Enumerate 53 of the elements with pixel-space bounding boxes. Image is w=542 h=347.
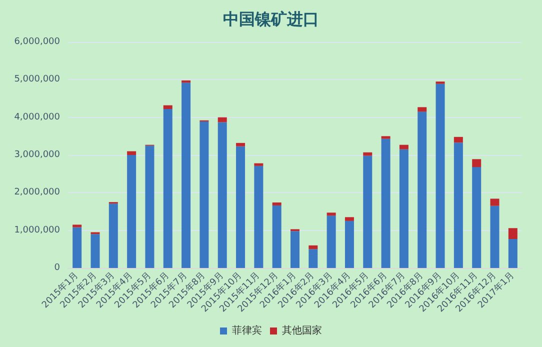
chart-title: 中国镍矿进口 bbox=[223, 10, 319, 28]
bar bbox=[200, 121, 209, 268]
bar bbox=[344, 217, 354, 221]
bar bbox=[326, 216, 336, 268]
bar bbox=[381, 138, 390, 268]
bar bbox=[363, 156, 372, 268]
bar bbox=[363, 152, 372, 156]
bar bbox=[490, 206, 500, 268]
y-tick-label: 0 bbox=[54, 263, 60, 273]
bar bbox=[127, 155, 136, 268]
bar bbox=[90, 234, 100, 268]
legend-label: 其他国家 bbox=[282, 324, 322, 336]
y-tick-label: 3,000,000 bbox=[14, 150, 60, 160]
bar bbox=[236, 146, 246, 268]
bar bbox=[508, 228, 518, 239]
bar bbox=[72, 227, 82, 268]
bar bbox=[163, 109, 172, 268]
bar bbox=[254, 166, 264, 268]
bar bbox=[326, 212, 336, 216]
bar bbox=[72, 224, 82, 228]
y-tick-label: 4,000,000 bbox=[14, 112, 60, 122]
bar bbox=[218, 122, 227, 268]
bar bbox=[418, 112, 427, 268]
bar bbox=[127, 151, 136, 155]
y-tick-label: 5,000,000 bbox=[14, 74, 60, 85]
bar bbox=[272, 205, 282, 268]
y-tick-label: 1,000,000 bbox=[14, 225, 60, 236]
bar bbox=[418, 107, 427, 112]
bar bbox=[472, 167, 482, 268]
bar bbox=[472, 159, 482, 168]
y-tick-label: 2,000,000 bbox=[14, 188, 60, 198]
bar bbox=[381, 136, 390, 139]
bar bbox=[182, 82, 191, 268]
y-tick-label: 6,000,000 bbox=[14, 37, 60, 47]
bar bbox=[436, 84, 445, 268]
bar bbox=[344, 220, 354, 268]
bar bbox=[254, 163, 264, 166]
bar bbox=[290, 231, 300, 268]
bar bbox=[454, 136, 463, 143]
bar bbox=[272, 202, 282, 206]
bar bbox=[308, 249, 318, 268]
bar bbox=[508, 238, 518, 268]
legend-label: 菲律宾 bbox=[232, 324, 262, 336]
bar bbox=[399, 149, 408, 268]
bar bbox=[399, 144, 408, 150]
bar bbox=[454, 142, 463, 268]
bar bbox=[145, 146, 154, 268]
bar bbox=[236, 142, 246, 146]
bar bbox=[218, 117, 227, 122]
bar bbox=[490, 198, 500, 206]
bar bbox=[163, 105, 172, 110]
bar bbox=[308, 245, 318, 250]
bar bbox=[108, 204, 118, 268]
